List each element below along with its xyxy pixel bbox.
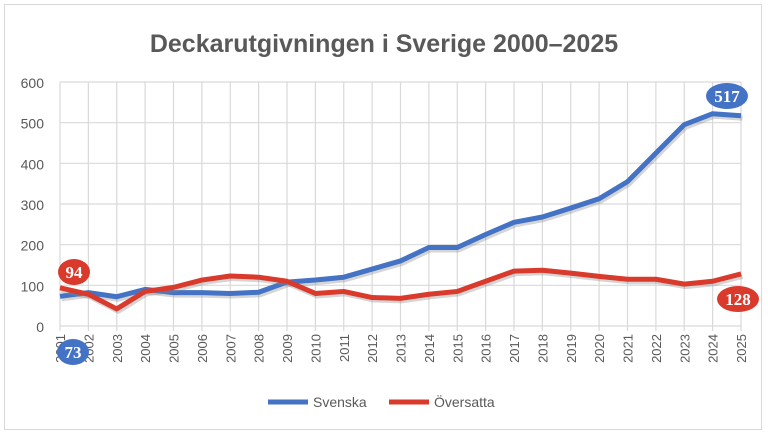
y-tick-label: 500 bbox=[21, 116, 45, 132]
data-label-bubble bbox=[57, 339, 89, 365]
data-label-bubble bbox=[706, 83, 748, 109]
x-tick-label: 2010 bbox=[308, 334, 323, 363]
x-tick-label: 2024 bbox=[706, 334, 721, 363]
y-tick-label: 600 bbox=[21, 75, 45, 91]
data-label-517: 517 bbox=[706, 83, 748, 109]
data-label-128: 128 bbox=[717, 286, 759, 312]
data-label-94: 94 bbox=[58, 259, 90, 285]
x-tick-label: 2007 bbox=[223, 334, 238, 363]
x-tick-label: 2013 bbox=[394, 334, 409, 363]
y-tick-label: 0 bbox=[36, 319, 44, 335]
data-label-text: 517 bbox=[714, 87, 740, 106]
y-tick-label: 200 bbox=[21, 238, 45, 254]
chart-title: Deckarutgivningen i Sverige 2000–2025 bbox=[150, 30, 618, 58]
x-tick-label: 2005 bbox=[167, 334, 182, 363]
x-tick-label: 2003 bbox=[110, 334, 125, 363]
series-shadow bbox=[61, 113, 743, 302]
data-label-73: 73 bbox=[57, 339, 89, 365]
x-tick-label: 2020 bbox=[592, 334, 607, 363]
legend-label: Översatta bbox=[434, 393, 495, 410]
legend-label: Svenska bbox=[313, 394, 367, 410]
x-tick-label: 2006 bbox=[195, 334, 210, 363]
x-tick-label: 2018 bbox=[535, 334, 550, 363]
data-label-bubble bbox=[58, 259, 90, 285]
x-tick-label: 2012 bbox=[365, 334, 380, 363]
x-tick-label: 2008 bbox=[252, 334, 267, 363]
x-tick-label: 2017 bbox=[507, 334, 522, 363]
y-tick-label: 100 bbox=[21, 278, 45, 294]
x-tick-label: 2023 bbox=[677, 334, 692, 363]
y-tick-label: 400 bbox=[21, 156, 45, 172]
data-label-text: 128 bbox=[725, 290, 751, 309]
data-label-bubble bbox=[717, 286, 759, 312]
x-tick-label: 2025 bbox=[734, 334, 749, 363]
x-tick-label: 2004 bbox=[138, 334, 153, 363]
legend-item-svenska: Svenska bbox=[268, 394, 367, 410]
x-tick-label: 2021 bbox=[621, 334, 636, 363]
x-tick-label: 2019 bbox=[564, 334, 579, 363]
x-tick-label: 2015 bbox=[450, 334, 465, 363]
x-tick-label: 2014 bbox=[422, 334, 437, 363]
data-label-text: 73 bbox=[65, 343, 82, 362]
x-tick-label: 2011 bbox=[337, 334, 352, 362]
y-tick-label: 300 bbox=[21, 197, 45, 213]
x-tick-label: 2016 bbox=[479, 334, 494, 363]
legend-item-översatta: Översatta bbox=[389, 393, 495, 410]
x-tick-label: 2022 bbox=[649, 334, 664, 363]
x-tick-label: 2009 bbox=[280, 334, 295, 363]
chart-frame bbox=[4, 4, 762, 430]
data-label-text: 94 bbox=[66, 263, 84, 282]
